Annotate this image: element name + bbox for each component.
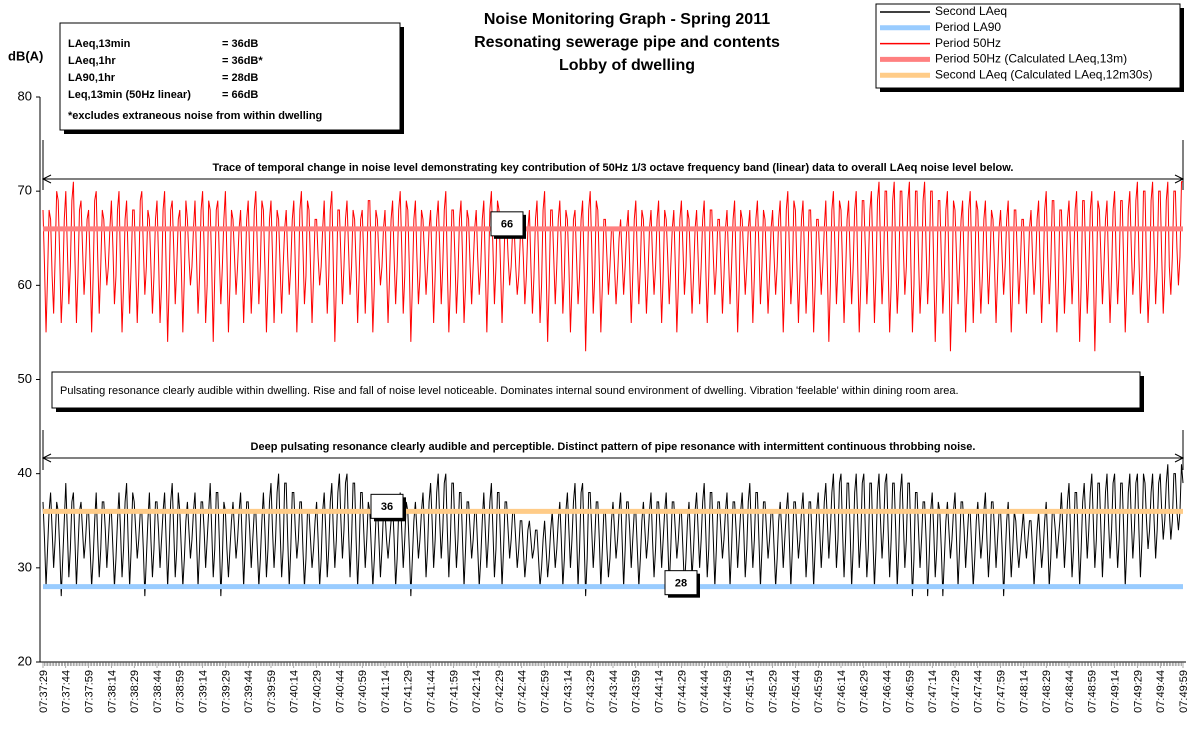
series-line (42, 464, 1184, 597)
info-label: LA90,1hr (68, 72, 116, 84)
x-tick-label: 07:40:59 (357, 670, 369, 713)
x-tick-label: 07:42:14 (471, 670, 483, 713)
x-tick-label: 07:48:44 (1064, 670, 1076, 713)
x-tick-label: 07:40:44 (334, 670, 346, 713)
x-tick-label: 07:45:29 (768, 670, 780, 713)
x-tick-label: 07:47:59 (996, 670, 1008, 713)
x-tick-label: 07:38:29 (129, 670, 141, 713)
arrows (41, 140, 1185, 470)
x-ticks (42, 662, 1184, 668)
x-tick-label: 07:37:59 (84, 670, 96, 713)
value-label-box (664, 570, 698, 596)
x-tick-label: 07:38:14 (106, 670, 118, 713)
x-tick-label: 07:41:14 (380, 670, 392, 713)
x-tick-label: 07:43:29 (585, 670, 597, 713)
info-label: LAeq,1hr (68, 55, 116, 67)
x-tick-label: 07:47:44 (973, 670, 985, 713)
y-tick-label: 20 (18, 653, 32, 668)
x-tick-label: 07:43:44 (608, 670, 620, 713)
x-tick-label: 07:39:59 (266, 670, 278, 713)
x-tick-label: 07:39:44 (243, 670, 255, 713)
x-tick-label: 07:49:59 (1178, 670, 1190, 713)
y-tick-label: 70 (18, 183, 32, 198)
arrow-text: Trace of temporal change in noise level … (213, 162, 1014, 174)
x-tick-label: 07:44:29 (676, 670, 688, 713)
x-tick-label: 07:37:29 (38, 670, 50, 713)
x-tick-label: 07:41:29 (403, 670, 415, 713)
value-label: 28 (675, 578, 687, 590)
x-tick-label: 07:46:14 (836, 670, 848, 713)
legend-label: Period 50Hz (Calculated LAeq,13m) (935, 52, 1127, 66)
y-tick-label: 80 (18, 88, 32, 103)
chart-subtitle: Lobby of dwelling (559, 57, 695, 74)
x-tick-label: 07:48:59 (1087, 670, 1099, 713)
x-tick-label: 07:42:29 (494, 670, 506, 713)
y-tick-label: 60 (18, 277, 32, 292)
legend-label: Period LA90 (935, 20, 1001, 34)
x-tick-label: 07:47:14 (927, 670, 939, 713)
info-value: = 66dB (222, 89, 258, 101)
info-value: = 36dB (222, 38, 258, 50)
info-value: = 28dB (222, 72, 258, 84)
note-text: Pulsating resonance clearly audible with… (60, 385, 959, 397)
info-value: = 36dB* (222, 55, 263, 67)
info-label: *excludes extraneous noise from within d… (68, 110, 322, 122)
x-tick-label: 07:45:14 (745, 670, 757, 713)
x-tick-label: 07:45:44 (790, 670, 802, 713)
x-tick-label: 07:49:14 (1110, 670, 1122, 713)
y-axis-label: dB(A) (8, 48, 43, 63)
x-tick-label: 07:43:59 (631, 670, 643, 713)
x-tick-label: 07:41:59 (448, 670, 460, 713)
legend-label: Second LAeq (Calculated LAeq,12m30s) (935, 67, 1152, 81)
x-tick-label: 07:44:44 (699, 670, 711, 713)
x-tick-label: 07:49:44 (1155, 670, 1167, 713)
x-tick-label: 07:48:14 (1018, 670, 1030, 713)
x-tick-label: 07:40:14 (289, 670, 301, 713)
y-tick-label: 40 (18, 465, 32, 480)
note-box (51, 371, 1141, 409)
legend-label: Second LAeq (935, 4, 1007, 18)
x-tick-label: 07:47:29 (950, 670, 962, 713)
info-label: Leq,13min (50Hz linear) (68, 89, 191, 101)
x-tick-label: 07:42:59 (540, 670, 552, 713)
x-tick-label: 07:45:59 (813, 670, 825, 713)
info-box (59, 22, 401, 131)
x-tick-label: 07:39:29 (220, 670, 232, 713)
x-tick-label: 07:38:59 (175, 670, 187, 713)
x-tick-label: 07:43:14 (562, 670, 574, 713)
x-tick-label: 07:39:14 (198, 670, 210, 713)
value-label: 66 (501, 219, 513, 231)
x-tick-label: 07:44:59 (722, 670, 734, 713)
info-label: LAeq,13min (68, 38, 131, 50)
x-tick-label: 07:37:44 (61, 670, 73, 713)
chart-subtitle: Resonating sewerage pipe and contents (474, 34, 780, 51)
x-tick-label: 07:41:44 (426, 670, 438, 713)
x-tick-label: 07:46:29 (859, 670, 871, 713)
x-tick-label: 07:38:44 (152, 670, 164, 713)
y-tick-label: 50 (18, 371, 32, 386)
x-tick-label: 07:44:14 (654, 670, 666, 713)
x-tick-label: 07:42:44 (517, 670, 529, 713)
value-label-box (490, 211, 524, 237)
arrow-text: Deep pulsating resonance clearly audible… (251, 441, 976, 453)
value-label-box (370, 493, 404, 519)
x-tick-label: 07:46:44 (882, 670, 894, 713)
value-label: 36 (381, 501, 393, 513)
x-tick-label: 07:48:29 (1041, 670, 1053, 713)
y-tick-label: 30 (18, 559, 32, 574)
chart-title: Noise Monitoring Graph - Spring 2011 (484, 11, 770, 28)
legend-label: Period 50Hz (935, 36, 1001, 50)
x-tick-label: 07:46:59 (904, 670, 916, 713)
x-tick-label: 07:49:29 (1132, 670, 1144, 713)
x-tick-label: 07:40:29 (312, 670, 324, 713)
